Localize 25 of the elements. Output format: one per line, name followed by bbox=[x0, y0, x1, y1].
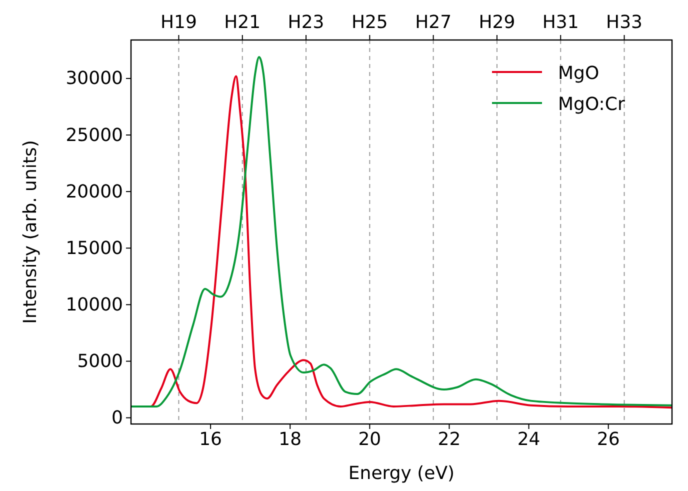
ref-line-label: H27 bbox=[415, 12, 452, 33]
ref-line-label: H29 bbox=[478, 12, 516, 33]
x-tick-label: 20 bbox=[358, 428, 382, 450]
y-tick-label: 5000 bbox=[77, 350, 123, 372]
y-tick-label: 25000 bbox=[66, 124, 123, 146]
ref-line-label: H23 bbox=[288, 12, 324, 33]
x-tick-label: 16 bbox=[199, 428, 222, 450]
ref-line-label: H31 bbox=[542, 12, 579, 33]
ref-line-label: H25 bbox=[351, 12, 388, 33]
ref-line-label: H33 bbox=[606, 12, 642, 33]
y-tick-label: 30000 bbox=[66, 68, 123, 90]
x-tick-label: 26 bbox=[596, 428, 620, 450]
ref-line-label: H19 bbox=[160, 12, 197, 33]
legend-label: MgO:Cr bbox=[558, 94, 626, 115]
y-tick-label: 0 bbox=[112, 408, 123, 429]
x-axis-title: Energy (eV) bbox=[348, 463, 455, 484]
x-tick-label: 18 bbox=[278, 428, 302, 450]
ref-line-label: H21 bbox=[224, 12, 261, 33]
y-tick-label: 15000 bbox=[66, 238, 123, 259]
y-tick-label: 10000 bbox=[66, 294, 123, 316]
y-axis-title: Intensity (arb. units) bbox=[20, 140, 41, 324]
legend-label: MgO bbox=[558, 63, 600, 84]
x-tick-label: 22 bbox=[438, 428, 461, 450]
x-tick-label: 24 bbox=[517, 428, 540, 450]
y-tick-label: 20000 bbox=[66, 181, 123, 202]
